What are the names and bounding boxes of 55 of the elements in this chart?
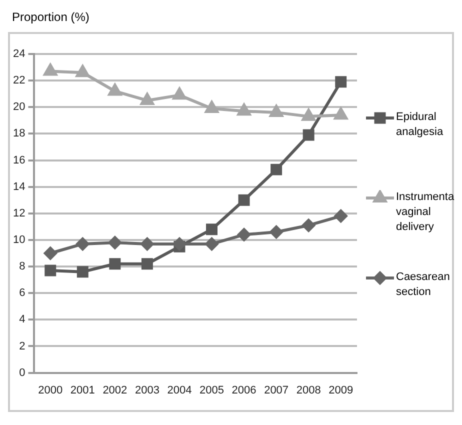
point [76,237,90,250]
point [237,104,251,116]
y-tick-label: 6 [19,287,26,300]
y-tick-label: 10 [12,234,26,246]
point [108,236,122,250]
point [206,224,218,236]
point [270,164,282,176]
x-tick-label: 2006 [232,384,256,396]
point [141,258,153,270]
x-tick-label: 2002 [102,384,128,396]
point [205,237,218,250]
point [238,194,250,206]
point [108,84,122,96]
point [76,65,90,78]
point [270,104,284,117]
point [302,218,316,232]
x-tick-label: 2000 [38,384,63,396]
point [334,210,348,223]
y-tick-label: 8 [19,260,26,273]
x-tick-label: 2004 [167,384,192,396]
legend-label: Caesarean section [396,270,451,300]
point [44,64,58,76]
y-tick-label: 14 [12,180,26,193]
point [44,246,57,260]
y-tick-label: 0 [19,366,26,379]
x-tick-label: 2005 [200,384,224,396]
point [140,92,154,105]
point [205,100,218,113]
y-tick-label: 24 [12,48,26,60]
x-tick-label: 2008 [296,384,321,396]
legend-label: Epidural analgesia [396,110,444,140]
y-tick-label: 4 [19,314,26,326]
y-tick-label: 12 [12,207,26,220]
x-tick-label: 2001 [70,384,95,396]
x-tick-label: 2007 [264,384,289,396]
point [172,88,186,100]
point [172,237,186,250]
y-tick-label: 18 [12,128,26,140]
y-axis-title: Proportion (%) [11,9,90,26]
x-tick-label: 2009 [328,384,354,396]
point [302,108,316,121]
y-tick-label: 20 [12,101,26,114]
legend-label: Instrumenta vaginal delivery [396,190,454,235]
point [270,225,283,238]
point [109,258,121,270]
point [334,108,348,120]
point [238,228,251,242]
point [140,237,154,250]
y-tick-label: 22 [12,74,26,87]
point [302,129,314,141]
y-tick-label: 2 [19,340,26,352]
point [44,264,56,276]
y-tick-label: 16 [12,154,26,166]
point [76,266,88,278]
x-tick-label: 2003 [134,384,160,396]
